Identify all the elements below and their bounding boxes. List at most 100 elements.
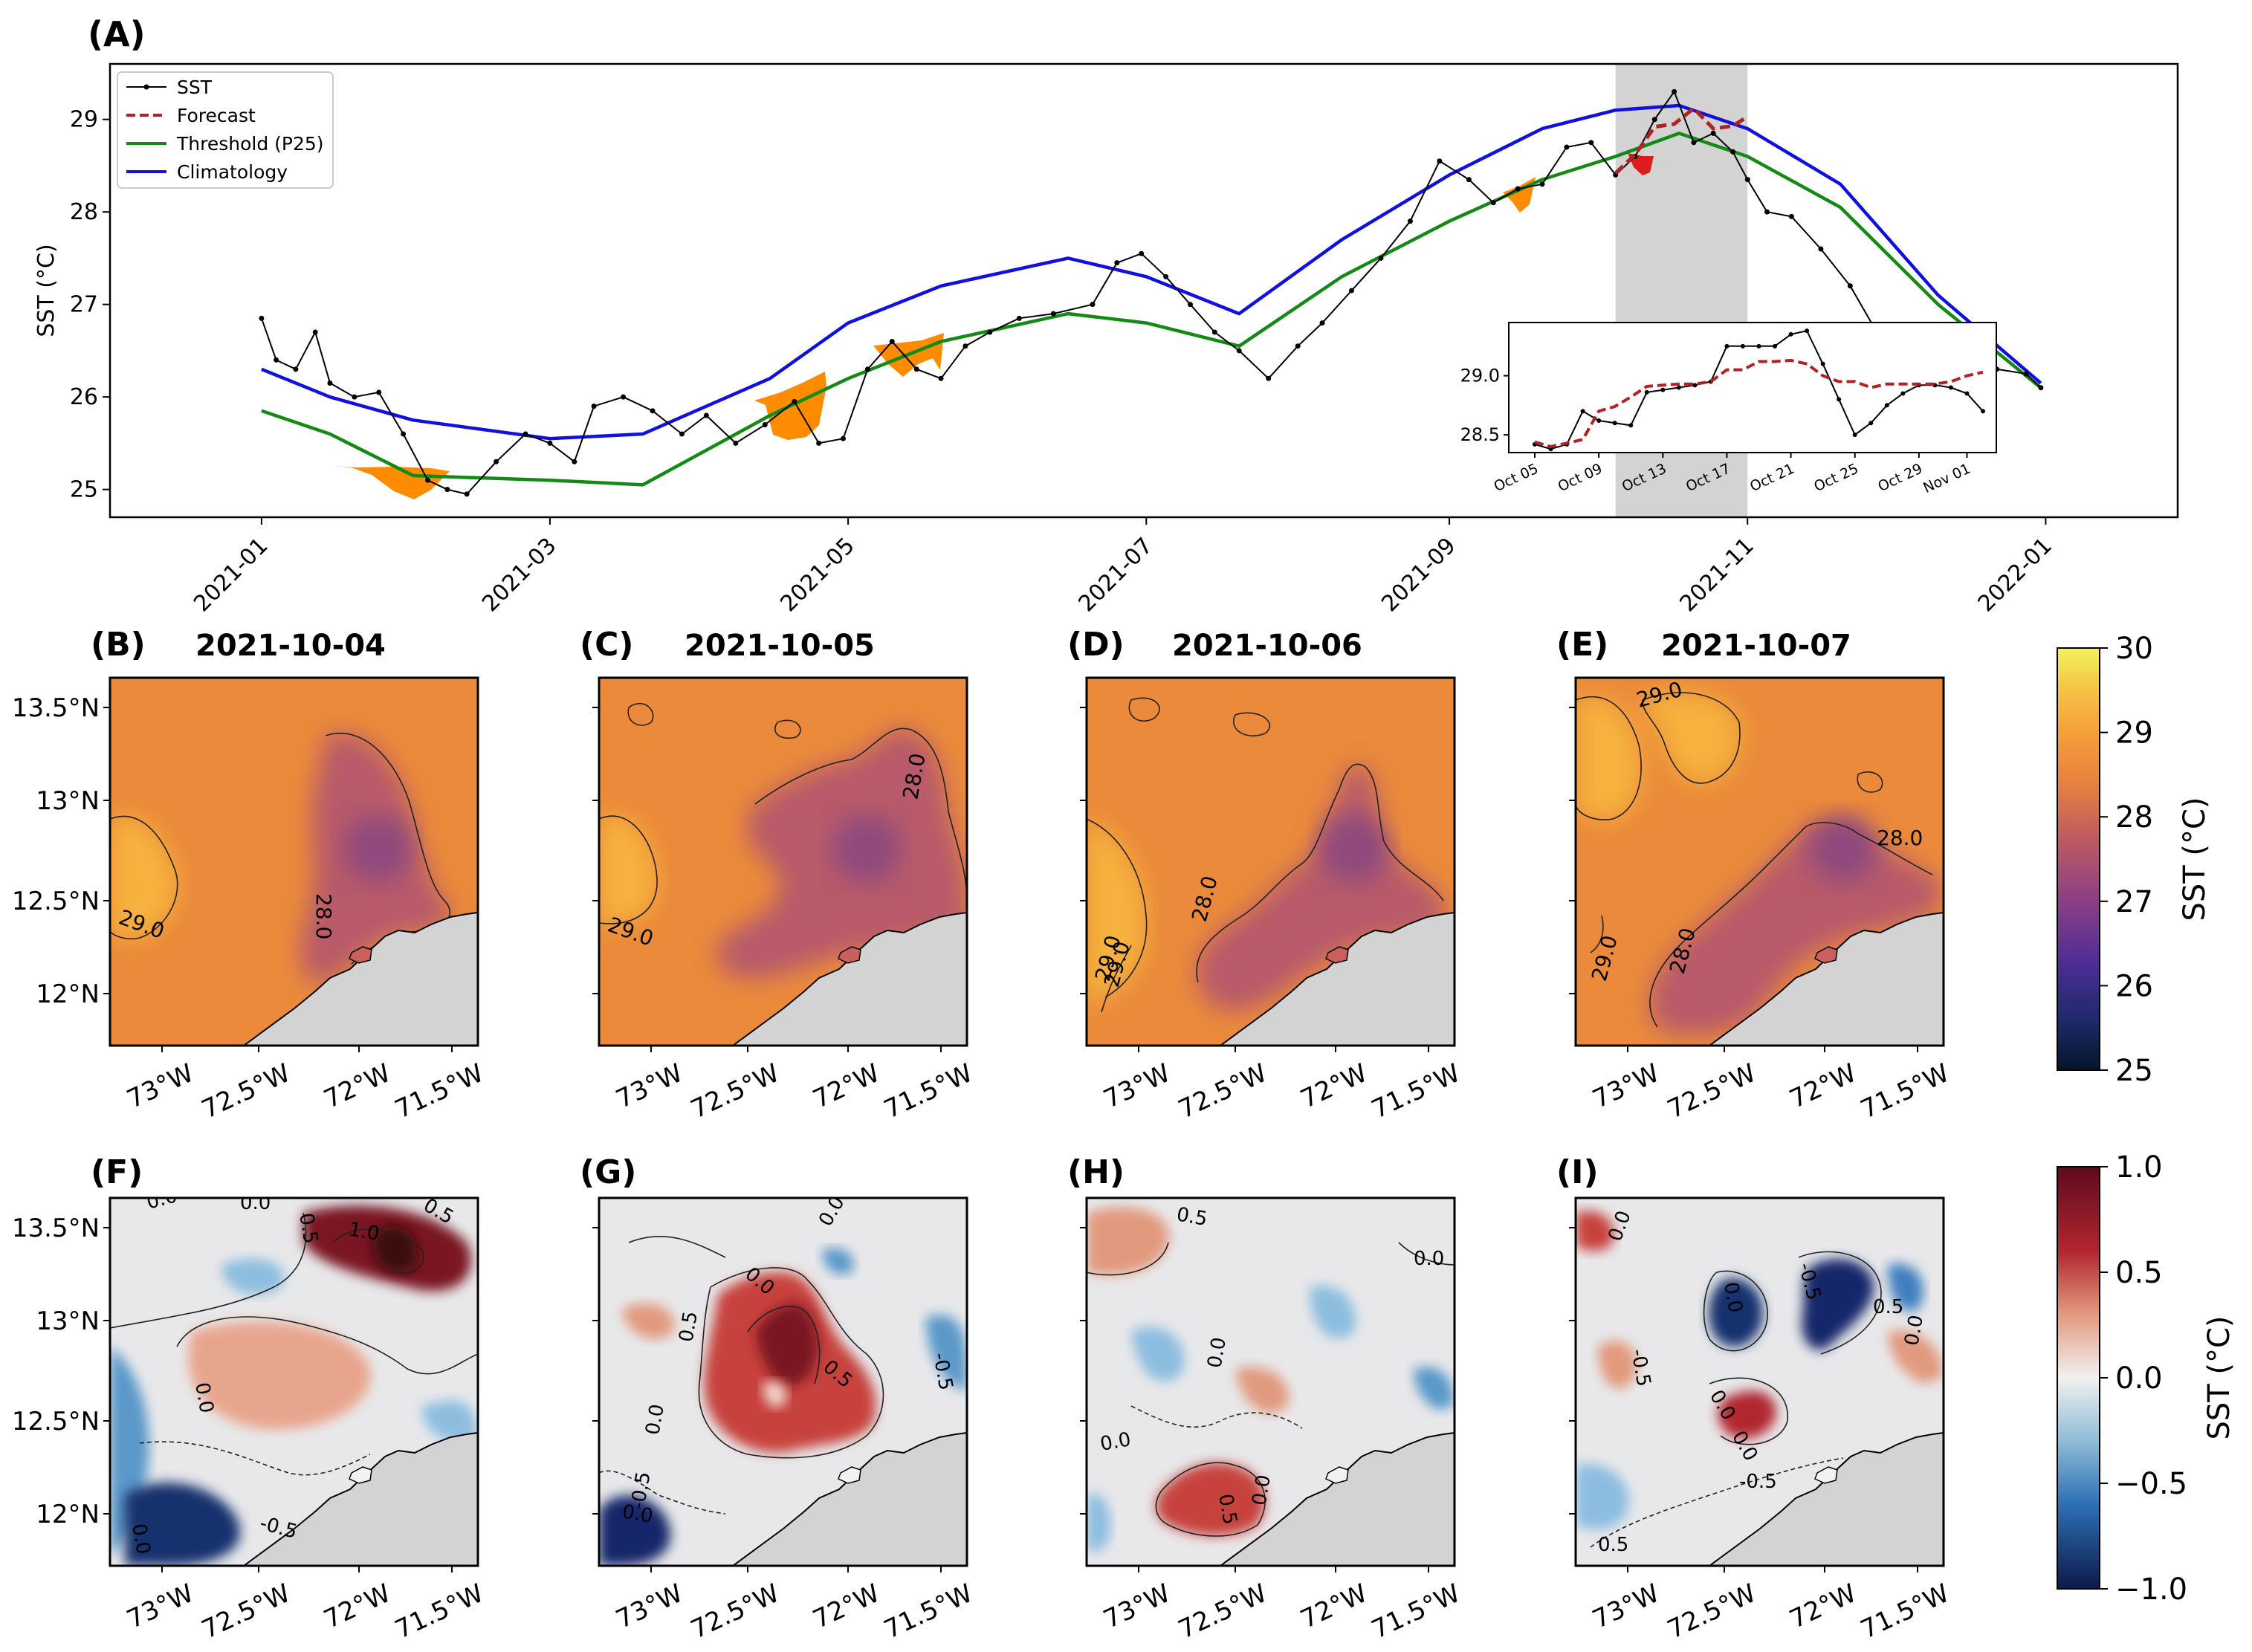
inset-sst-point [1868, 421, 1874, 426]
sst-point [1114, 260, 1120, 266]
anomaly-contour [1130, 1405, 1303, 1429]
inset-sst-point [1837, 397, 1842, 402]
sst-contour [110, 815, 178, 940]
sst-point [547, 440, 553, 446]
warm-patch [1087, 819, 1147, 1005]
lat-tick-label: 13°N [36, 1306, 100, 1336]
colorbar-sst-ticks: 30 29 28 27 26 25 [2100, 632, 2153, 1088]
land [1708, 1431, 1944, 1566]
sst-point [1539, 181, 1545, 187]
colorbar-sst-tick-label: 25 [2115, 1054, 2153, 1088]
legend-climatology-label: Climatology [177, 161, 288, 183]
x-tick-label: 2021-05 [775, 533, 859, 617]
sst-point [816, 440, 822, 446]
map-frame [109, 676, 479, 1047]
sst-contour-label: 28.0 [1877, 826, 1923, 850]
legend-threshold-label: Threshold (P25) [176, 133, 324, 155]
inset-sst-point [1740, 343, 1745, 349]
sst-contour [627, 702, 654, 726]
lon-tick-label: 72.5°W [1174, 1578, 1271, 1645]
anomaly-contour [1709, 1377, 1788, 1445]
sst-contour [1196, 763, 1444, 983]
sst-contour [1649, 822, 1933, 1028]
anomaly-contour-label: 0.0 [1099, 1428, 1133, 1456]
sst-point [938, 375, 944, 381]
lat-tick-label: 13°N [36, 786, 100, 816]
sst-point [1672, 88, 1677, 94]
cool-patch [1650, 822, 1941, 1035]
colorbar-anomaly-tick-label: −1.0 [2115, 1572, 2187, 1607]
inset-sst-point [1612, 421, 1617, 426]
map-frame [1085, 1196, 1456, 1567]
inset-sst-point [1628, 423, 1634, 428]
sst-point [1163, 273, 1169, 279]
sst-point [1407, 218, 1413, 224]
sst-point [1588, 140, 1594, 146]
anomaly-patch [763, 1381, 787, 1408]
island [1325, 1466, 1349, 1484]
anomaly-contour-label: 0.0 [1900, 1313, 1928, 1347]
sst-point [1788, 213, 1794, 219]
legend-sst-marker [143, 84, 149, 90]
sst-contour [599, 815, 658, 924]
lon-tick-label: 71.5°W [879, 1058, 977, 1125]
inset-sst-point [1820, 361, 1825, 366]
y-tick-label: 27 [70, 292, 98, 318]
map-frame [598, 1196, 968, 1567]
sst-map-date: 2021-10-06 [1172, 629, 1362, 663]
lat-tick-label: 12.5°N [12, 1407, 100, 1436]
map-frame [109, 1196, 479, 1567]
colorbar-anomaly-tick-label: −0.5 [2115, 1467, 2187, 1501]
inset-sst-point [1948, 385, 1953, 390]
anomaly-contour-label: 1.0 [347, 1218, 381, 1246]
island [349, 946, 372, 964]
sst-map-date: 2021-10-05 [685, 629, 875, 663]
y-tick-label: 25 [70, 477, 98, 503]
legend-forecast-label: Forecast [177, 105, 256, 126]
anomaly-map-letter: (H) [1067, 1153, 1125, 1191]
inset-forecast-line [1534, 358, 1984, 449]
sst-point [792, 398, 797, 404]
sst-point [1490, 200, 1496, 206]
lon-tick-label: 73°W [1099, 1578, 1175, 1635]
sst-point [352, 394, 357, 400]
sst-map-3: 28.029.029.0 73°W72.5°W 72°W71.5°W (D) 2021-… [1067, 626, 1465, 1125]
anomaly-contour-label: 0.0 [190, 1381, 218, 1415]
x-tick-label: 2021-09 [1376, 533, 1460, 617]
anomaly-contour-label: 0.5 [1175, 1203, 1209, 1231]
sst-point [494, 459, 499, 464]
land [731, 1431, 967, 1566]
colorbar-sst-bar [2057, 647, 2100, 1071]
anomaly-map-2: 0.50.50.00.00.0-0.5-0.50.073°W72.5°W 72°W… [580, 1153, 977, 1645]
anomaly-map-field: 0.50.50.00.00.0-0.5-0.50.0 [599, 1198, 967, 1566]
sst-point [424, 477, 430, 483]
anomaly-contour [1155, 1462, 1266, 1537]
sst-point [2023, 371, 2029, 377]
lon-tick-label: 73°W [1588, 1578, 1664, 1635]
island [1325, 946, 1349, 964]
sst-point [1236, 348, 1242, 354]
inset-sst-point [1981, 409, 1985, 414]
sst-point [1266, 375, 1272, 381]
sst-map-date: 2021-10-07 [1661, 629, 1851, 663]
anomaly-patch [926, 1315, 967, 1391]
anomaly-patch [1888, 1330, 1944, 1384]
lon-tick-label: 72°W [320, 1578, 395, 1635]
sst-map-letter: (B) [91, 626, 146, 664]
lon-tick-label: 73°W [1099, 1058, 1175, 1115]
anomaly-contour-label: 0.0 [127, 1522, 155, 1556]
warm-patch [1576, 693, 1740, 820]
sst-contour [1101, 945, 1132, 1013]
anomaly-patch [1087, 1494, 1111, 1552]
sst-point [274, 357, 279, 363]
lon-tick-label: 72.5°W [197, 1058, 294, 1125]
sst-point [1818, 246, 1824, 252]
x-tick-label: 2021-01 [189, 533, 273, 617]
deficit-fills [334, 153, 1654, 499]
anomaly-contour-label: 0.0 [1719, 1280, 1747, 1315]
sst-point [572, 459, 577, 464]
sst-point [444, 487, 450, 493]
lon-tick-label: 73°W [612, 1058, 687, 1115]
anomaly-patch [1131, 1327, 1185, 1382]
